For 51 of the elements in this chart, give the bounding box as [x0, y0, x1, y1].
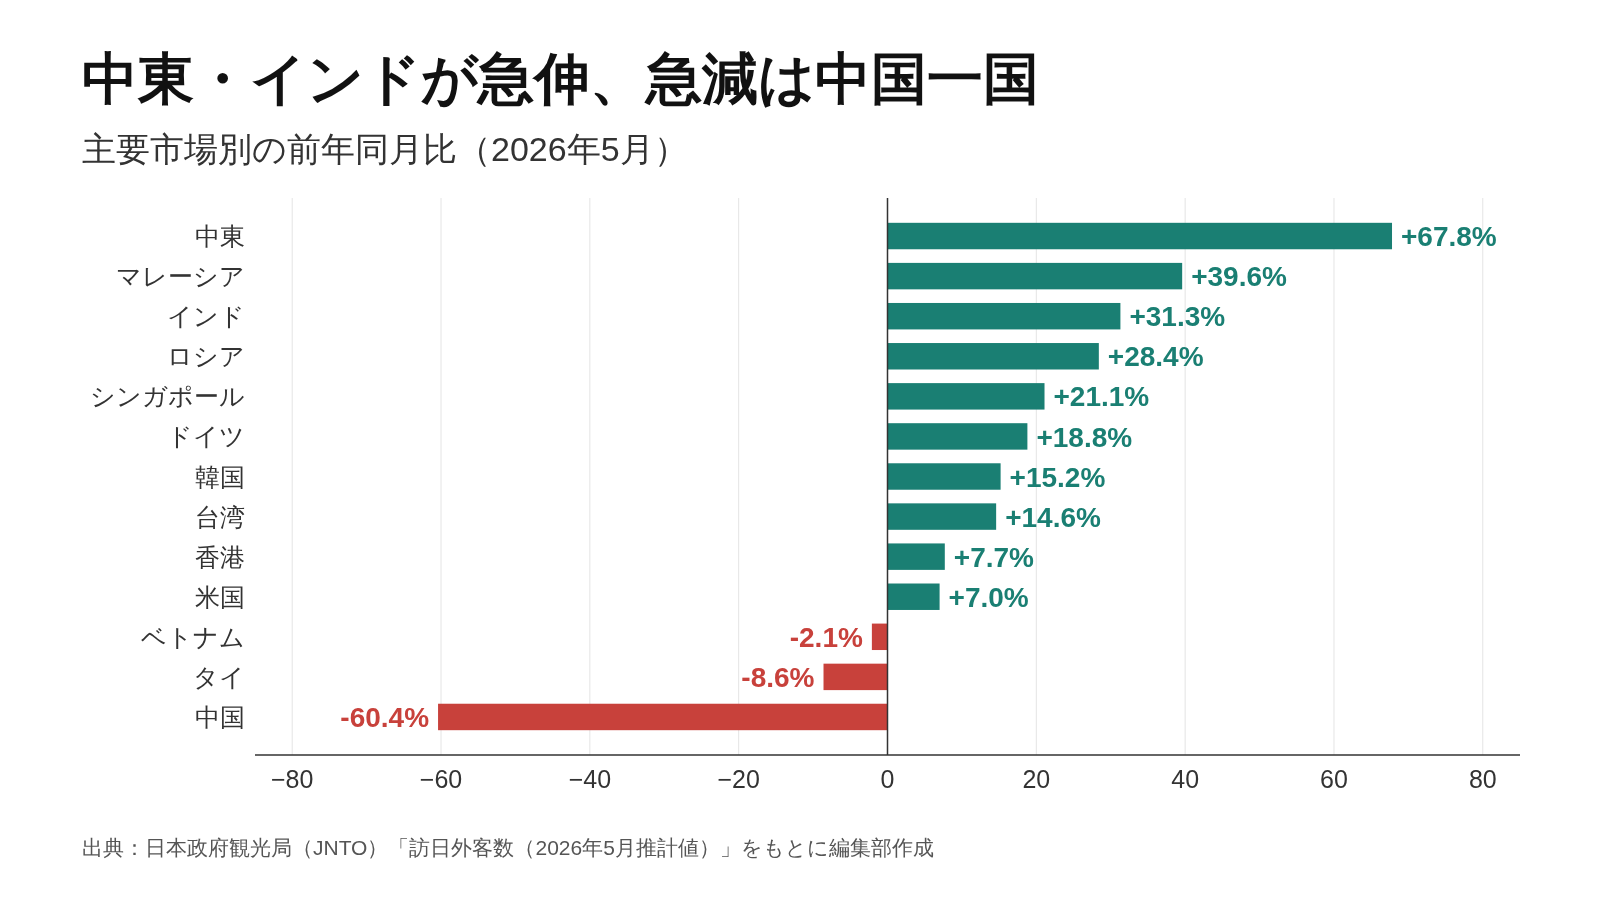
x-tick-label: −80 — [270, 765, 314, 793]
bar — [887, 583, 940, 610]
bar — [887, 423, 1028, 450]
x-tick-label: 20 — [1022, 765, 1051, 793]
bar — [887, 503, 997, 530]
source-note: 出典：日本政府観光局（JNTO）「訪日外客数（2026年5月推計値）」をもとに編集部作成 — [82, 836, 934, 859]
y-tick-label: 米国 — [195, 582, 245, 611]
y-tick-label: 台湾 — [195, 502, 245, 531]
y-tick-label: マレーシア — [116, 262, 245, 291]
bar — [823, 663, 888, 691]
x-tick-label: −40 — [568, 765, 612, 793]
x-tick-label: −20 — [717, 765, 760, 793]
chart-subtitle: 主要市場別の前年同月比（2026年5月） — [82, 130, 688, 168]
y-tick-label: タイ — [193, 662, 245, 691]
data-label: +67.8% — [1401, 221, 1497, 253]
data-label: +14.6% — [1005, 501, 1101, 533]
bar — [438, 703, 888, 731]
data-label: +31.3% — [1129, 301, 1226, 333]
x-tick-label: 80 — [1468, 765, 1497, 793]
bar — [887, 463, 1001, 490]
y-tick-label: ベトナム — [141, 622, 245, 651]
bar — [887, 343, 1099, 370]
bar — [887, 543, 945, 570]
bar — [887, 383, 1045, 410]
y-tick-label: 韓国 — [195, 462, 245, 491]
chart-title: 中東・インドが急伸、急減は中国一国 — [82, 47, 1039, 110]
y-tick-label: 香港 — [195, 542, 245, 571]
data-label: +21.1% — [1053, 381, 1150, 413]
data-label: +7.7% — [953, 541, 1035, 573]
data-label: +28.4% — [1107, 341, 1204, 373]
data-label: -60.4% — [340, 702, 430, 734]
x-tick-label: 0 — [880, 765, 895, 793]
y-tick-label: インド — [167, 302, 245, 331]
bar — [887, 262, 1183, 290]
y-tick-label: シンガポール — [90, 382, 245, 411]
data-label: +39.6% — [1191, 261, 1288, 293]
x-tick-label: 60 — [1320, 765, 1348, 793]
x-tick-label: −60 — [419, 765, 463, 793]
y-tick-label: ロシア — [167, 342, 245, 371]
data-label: +18.8% — [1036, 421, 1133, 453]
y-tick-label: 中国 — [195, 702, 245, 731]
y-tick-label: ドイツ — [167, 422, 245, 451]
y-tick-label: 中東 — [195, 222, 245, 251]
bar — [887, 302, 1121, 330]
data-label: +15.2% — [1009, 461, 1106, 493]
bar — [871, 623, 888, 651]
data-label: +7.0% — [948, 581, 1029, 613]
x-tick-label: 40 — [1171, 765, 1200, 793]
data-label: -8.6% — [741, 661, 815, 693]
data-label: -2.1% — [789, 621, 863, 653]
bar — [887, 222, 1393, 250]
